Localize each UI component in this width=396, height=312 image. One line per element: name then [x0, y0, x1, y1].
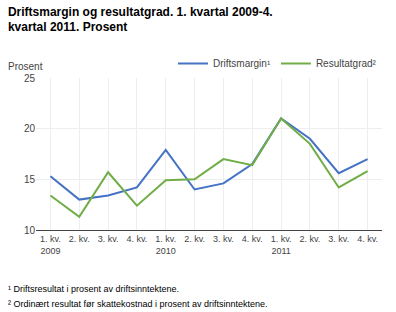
svg-text:1. kv.2009: 1. kv.2009	[40, 234, 61, 256]
svg-text:Driftsmargin og resultatgrad.: Driftsmargin og resultatgrad. 1. kvartal…	[8, 5, 273, 35]
svg-text:2. kv.: 2. kv.	[299, 234, 320, 244]
svg-text:1. kv.2011: 1. kv.2011	[271, 234, 292, 256]
svg-text:Driftsmargin¹: Driftsmargin¹	[213, 58, 271, 69]
svg-text:3. kv.: 3. kv.	[213, 234, 234, 244]
svg-text:1. kv.2010: 1. kv.2010	[155, 234, 176, 256]
svg-text:Prosent: Prosent	[8, 61, 43, 72]
svg-text:10: 10	[24, 225, 36, 236]
svg-text:2. kv.: 2. kv.	[69, 234, 90, 244]
svg-text:3. kv.: 3. kv.	[98, 234, 119, 244]
svg-text:4. kv.: 4. kv.	[357, 234, 378, 244]
svg-text:Resultatgrad²: Resultatgrad²	[316, 58, 377, 69]
svg-text:² Ordinært resultat før skatte: ² Ordinært resultat før skattekostnad i …	[8, 299, 268, 309]
svg-text:15: 15	[24, 174, 36, 185]
svg-text:¹ Driftsresultat i prosent av: ¹ Driftsresultat i prosent av driftsinnt…	[8, 284, 179, 294]
svg-text:25: 25	[24, 73, 36, 84]
svg-text:3. kv.: 3. kv.	[328, 234, 349, 244]
svg-text:4. kv.: 4. kv.	[126, 234, 147, 244]
svg-text:4. kv.: 4. kv.	[242, 234, 263, 244]
svg-text:20: 20	[24, 123, 36, 134]
svg-text:2. kv.: 2. kv.	[184, 234, 205, 244]
